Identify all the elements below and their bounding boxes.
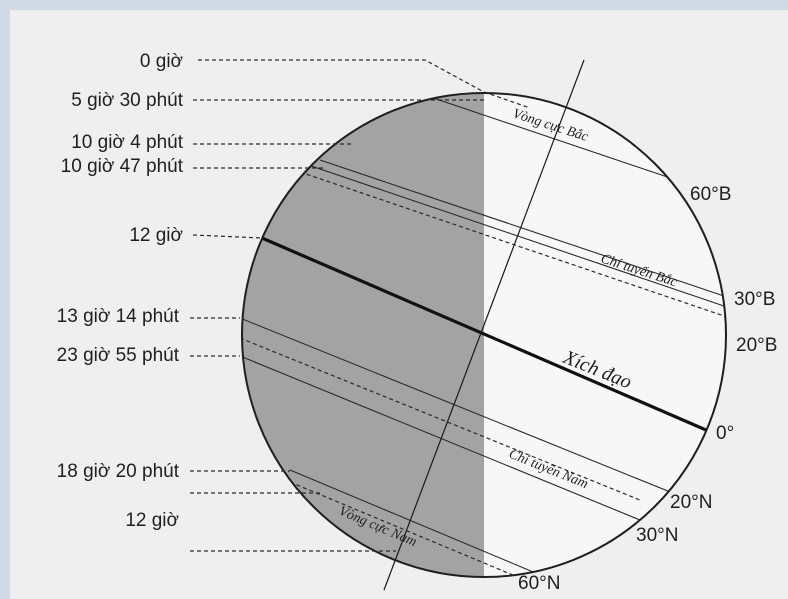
latitude-20n-line: [269, 151, 726, 309]
time-label-2: 10 giờ 4 phút: [71, 132, 183, 153]
time-label-1: 5 giờ 30 phút: [71, 90, 183, 111]
time-label-5: 13 giờ 14 phút: [57, 306, 180, 327]
latitude-30n-label: 30°B: [734, 289, 775, 310]
latitude-60s-label: 60°N: [518, 573, 560, 594]
antarctic-circle-line: [289, 469, 601, 577]
latitude-60n-label: 60°B: [690, 184, 731, 205]
latitude-20n-label: 20°B: [736, 335, 777, 356]
tropic-of-capricorn-line-a: [242, 317, 691, 501]
latitude-30s-line: [242, 355, 641, 521]
time-label-6: 23 giờ 55 phút: [57, 345, 180, 366]
tropic-of-capricorn-line-b: [242, 337, 641, 501]
globe-outline: [241, 92, 727, 578]
earth-illumination-diagram: 0 giờ 5 giờ 30 phút 10 giờ 4 phút 10 giờ…: [57, 51, 778, 594]
time-label-0: 0 giờ: [140, 51, 183, 72]
latitude-30s-label: 30°N: [636, 525, 678, 546]
time-leader-lines: [190, 59, 531, 552]
tropic-of-cancer-line-b: [299, 171, 726, 319]
time-label-8: 12 giờ: [125, 510, 179, 531]
time-label-3: 10 giờ 47 phút: [61, 156, 184, 177]
tropic-of-cancer-line-a: [319, 159, 726, 299]
equator-line: [261, 236, 707, 432]
time-label-7: 18 giờ 20 phút: [57, 461, 180, 482]
latitude-20s-label: 20°N: [670, 492, 712, 513]
figure-frame: 0 giờ 5 giờ 30 phút 10 giờ 4 phút 10 giờ…: [10, 10, 788, 599]
time-label-4: 12 giờ: [129, 225, 183, 246]
earth-axis: [383, 59, 585, 591]
latitude-0-label: 0°: [716, 423, 734, 444]
